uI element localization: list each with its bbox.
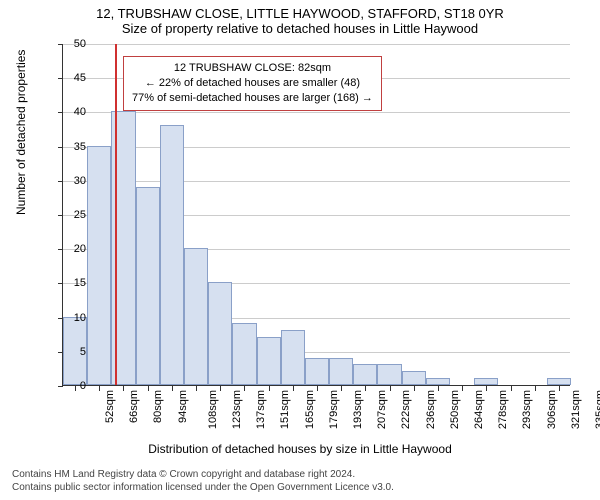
- xtick-mark: [317, 386, 318, 391]
- xtick-label: 137sqm: [255, 390, 267, 429]
- histogram-bar: [547, 378, 571, 385]
- callout-line1: 12 TRUBSHAW CLOSE: 82sqm: [132, 61, 373, 76]
- chart-title-line2: Size of property relative to detached ho…: [0, 21, 600, 36]
- xtick-mark: [462, 386, 463, 391]
- histogram-bar: [402, 371, 426, 385]
- footer-line1: Contains HM Land Registry data © Crown c…: [12, 468, 394, 481]
- ytick-label: 15: [46, 277, 86, 289]
- xtick-mark: [172, 386, 173, 391]
- xtick-label: 80sqm: [153, 390, 165, 423]
- histogram-bar: [353, 364, 377, 385]
- gridline: [63, 181, 570, 182]
- chart-title-line1: 12, TRUBSHAW CLOSE, LITTLE HAYWOOD, STAF…: [0, 6, 600, 21]
- xtick-mark: [269, 386, 270, 391]
- xtick-mark: [244, 386, 245, 391]
- xtick-label: 306sqm: [546, 390, 558, 429]
- xtick-mark: [220, 386, 221, 391]
- histogram-bar: [257, 337, 281, 385]
- xtick-label: 222sqm: [401, 390, 413, 429]
- xtick-mark: [438, 386, 439, 391]
- xtick-label: 250sqm: [449, 390, 461, 429]
- xtick-mark: [123, 386, 124, 391]
- footer-line2: Contains public sector information licen…: [12, 481, 394, 494]
- ytick-label: 30: [46, 175, 86, 187]
- xtick-label: 123sqm: [231, 390, 243, 429]
- xtick-label: 179sqm: [328, 390, 340, 429]
- xtick-label: 264sqm: [473, 390, 485, 429]
- ytick-label: 20: [46, 243, 86, 255]
- histogram-bar: [87, 146, 111, 385]
- gridline: [63, 44, 570, 45]
- ytick-label: 45: [46, 72, 86, 84]
- xtick-label: 151sqm: [280, 390, 292, 429]
- xtick-label: 335sqm: [594, 390, 600, 429]
- xtick-mark: [535, 386, 536, 391]
- ytick-label: 25: [46, 209, 86, 221]
- xtick-label: 52sqm: [104, 390, 116, 423]
- xtick-mark: [390, 386, 391, 391]
- xtick-label: 293sqm: [521, 390, 533, 429]
- gridline: [63, 112, 570, 113]
- y-axis-label: Number of detached properties: [14, 50, 28, 215]
- ytick-label: 40: [46, 106, 86, 118]
- chart-area: 52sqm66sqm80sqm94sqm108sqm123sqm137sqm15…: [62, 44, 570, 386]
- xtick-label: 236sqm: [425, 390, 437, 429]
- gridline: [63, 147, 570, 148]
- histogram-bar: [184, 248, 208, 385]
- xtick-mark: [148, 386, 149, 391]
- histogram-bar: [329, 358, 353, 385]
- xtick-mark: [293, 386, 294, 391]
- xtick-mark: [486, 386, 487, 391]
- xtick-label: 94sqm: [177, 390, 189, 423]
- chart-title-block: 12, TRUBSHAW CLOSE, LITTLE HAYWOOD, STAF…: [0, 0, 600, 36]
- xtick-mark: [511, 386, 512, 391]
- histogram-bar: [305, 358, 329, 385]
- value-marker-line: [115, 44, 117, 385]
- histogram-bar: [377, 364, 401, 385]
- histogram-bar: [232, 323, 256, 385]
- xtick-mark: [196, 386, 197, 391]
- histogram-bar: [426, 378, 450, 385]
- histogram-bar: [281, 330, 305, 385]
- xtick-label: 193sqm: [352, 390, 364, 429]
- callout-line2: ← 22% of detached houses are smaller (48…: [132, 76, 373, 91]
- x-axis-label: Distribution of detached houses by size …: [0, 442, 600, 456]
- xtick-label: 278sqm: [497, 390, 509, 429]
- xtick-label: 207sqm: [376, 390, 388, 429]
- histogram-bar: [136, 187, 160, 385]
- xtick-label: 108sqm: [207, 390, 219, 429]
- xtick-mark: [414, 386, 415, 391]
- callout-line3: 77% of semi-detached houses are larger (…: [132, 91, 373, 106]
- ytick-label: 0: [46, 380, 86, 392]
- xtick-mark: [559, 386, 560, 391]
- ytick-label: 10: [46, 312, 86, 324]
- histogram-bar: [160, 125, 184, 385]
- ytick-label: 5: [46, 346, 86, 358]
- marker-callout: 12 TRUBSHAW CLOSE: 82sqm ← 22% of detach…: [123, 56, 382, 111]
- histogram-bar: [474, 378, 498, 385]
- xtick-mark: [365, 386, 366, 391]
- xtick-label: 165sqm: [304, 390, 316, 429]
- xtick-mark: [341, 386, 342, 391]
- footer-attribution: Contains HM Land Registry data © Crown c…: [12, 468, 394, 494]
- xtick-label: 321sqm: [570, 390, 582, 429]
- xtick-label: 66sqm: [128, 390, 140, 423]
- ytick-label: 35: [46, 141, 86, 153]
- ytick-label: 50: [46, 38, 86, 50]
- histogram-bar: [208, 282, 232, 385]
- xtick-mark: [99, 386, 100, 391]
